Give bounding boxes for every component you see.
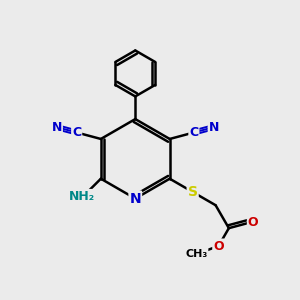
Text: N: N — [130, 192, 141, 206]
Text: N: N — [52, 121, 62, 134]
Text: C: C — [189, 126, 198, 139]
Text: N: N — [208, 121, 219, 134]
Text: S: S — [188, 185, 198, 199]
Text: C: C — [72, 126, 81, 139]
Text: O: O — [213, 239, 224, 253]
Text: O: O — [248, 216, 258, 229]
Text: CH₃: CH₃ — [185, 249, 207, 259]
Text: NH₂: NH₂ — [69, 190, 95, 203]
